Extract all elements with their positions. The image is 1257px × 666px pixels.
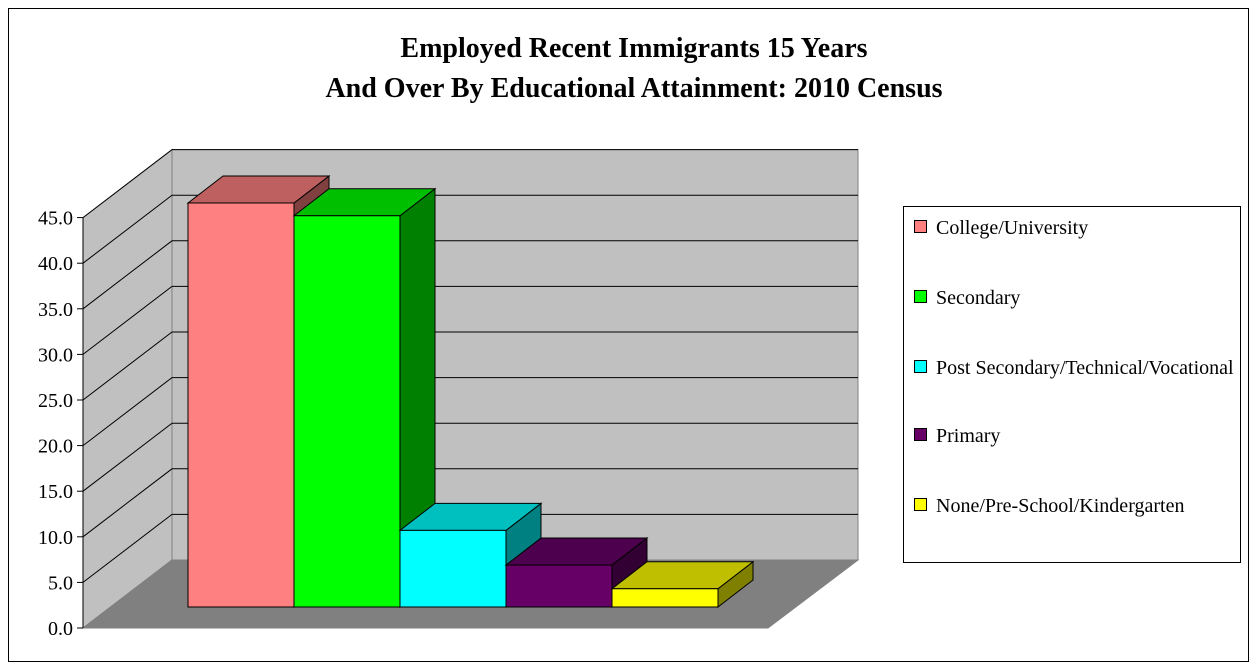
bar-secondary [294,216,400,607]
bar-college-university [188,203,294,607]
legend-label: Secondary [936,283,1242,313]
chart-title-line-2: And Over By Educational Attainment: 2010… [325,73,942,104]
legend-swatch [914,360,927,373]
y-tick-label: 15.0 [38,481,73,503]
y-tick-label: 10.0 [38,527,73,549]
y-tick-label: 35.0 [38,299,73,321]
legend-swatch [914,428,927,441]
bar-none-pre-school-kindergarten [612,589,718,607]
legend-label: Post Secondary/Technical/Vocational [936,353,1242,383]
y-tick-label: 30.0 [38,344,73,366]
legend-swatch [914,220,927,233]
chart-legend: College/University Secondary Post Second… [903,206,1241,563]
y-tick-label: 0.0 [48,618,73,640]
legend-label: Primary [936,421,1242,451]
legend-swatch [914,290,927,303]
y-tick-label: 20.0 [38,436,73,458]
plot-area: 0.0 5.0 10.0 15.0 20.0 25.0 30.0 35.0 40.0 45.0 [38,150,858,640]
side-wall [83,150,172,628]
y-tick-label: 40.0 [38,253,73,275]
y-tick-label: 25.0 [38,390,73,412]
chart-title-line-1: Employed Recent Immigrants 15 Years [400,33,867,64]
bar-primary [506,565,612,607]
legend-label: College/University [936,213,1242,243]
y-tick-label: 5.0 [48,572,73,594]
legend-swatch [914,498,927,511]
y-tick-label: 45.0 [38,208,73,230]
bar-post-secondary-technical-vocational [400,530,506,607]
legend-label: None/Pre-School/Kindergarten [936,491,1242,521]
